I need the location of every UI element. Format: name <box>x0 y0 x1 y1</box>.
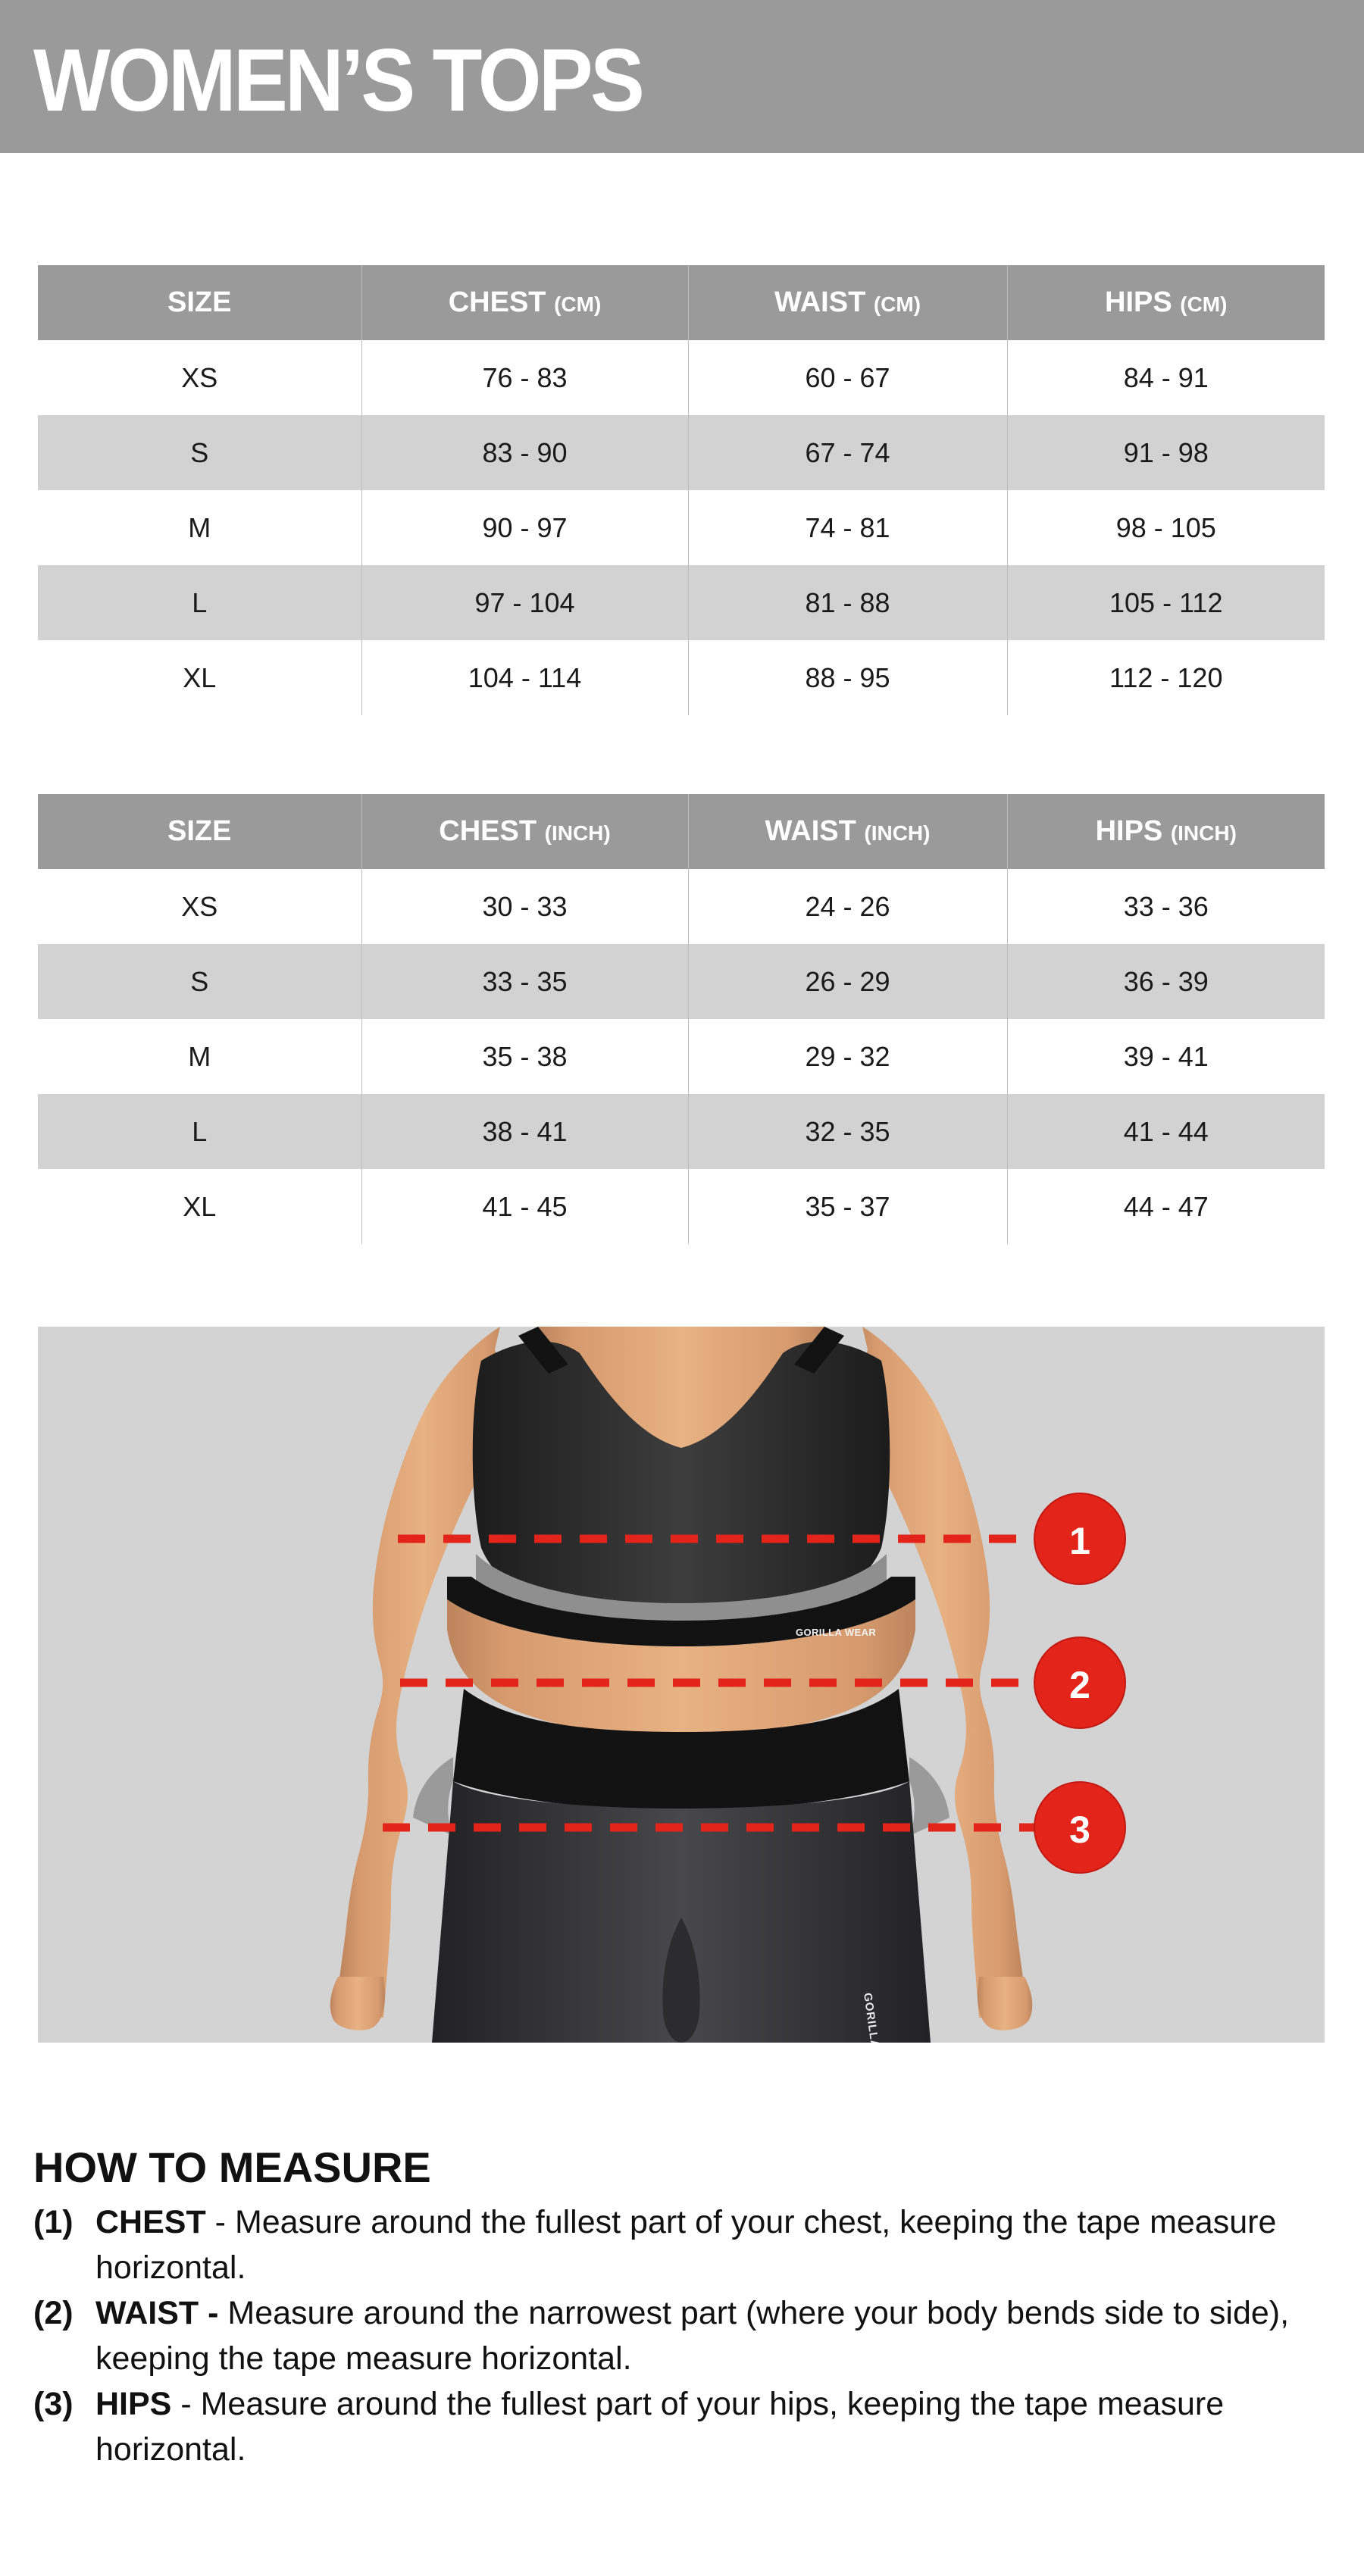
svg-text:3: 3 <box>1069 1809 1090 1851</box>
svg-text:2: 2 <box>1069 1664 1090 1706</box>
svg-text:1: 1 <box>1069 1520 1090 1562</box>
svg-text:GORILLA WEAR: GORILLA WEAR <box>796 1627 876 1638</box>
